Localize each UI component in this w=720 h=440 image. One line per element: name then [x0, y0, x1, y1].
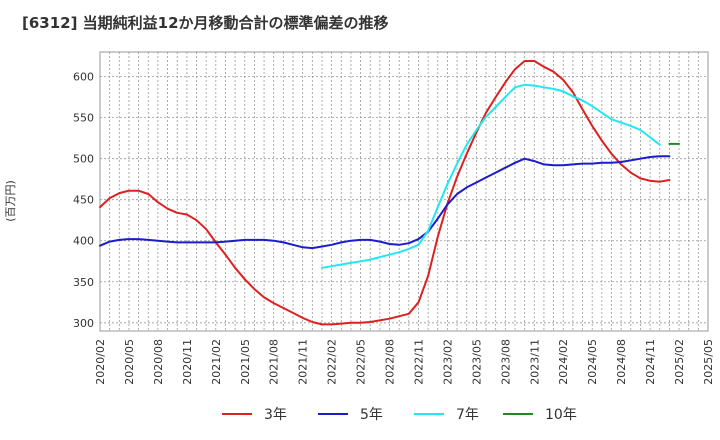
- series-line: [321, 83, 661, 269]
- series-line: [99, 155, 671, 250]
- x-tick-label: 2020/08: [152, 339, 165, 385]
- x-tick-label: 2021/08: [268, 339, 281, 385]
- x-tick-label: 2024/02: [557, 339, 570, 385]
- horizontal-gridlines: [100, 76, 708, 324]
- series-line: [99, 60, 671, 326]
- x-axis-tick-labels: 2020/02 2020/05 2020/08 2020/11 2021/02 2021/…: [94, 339, 715, 385]
- x-tick-label: 2021/05: [239, 339, 252, 385]
- legend-label: 7年: [456, 407, 479, 423]
- x-tick-label: 2022/02: [326, 339, 339, 385]
- x-tick-label: 2025/02: [673, 339, 686, 385]
- x-tick-label: 2022/05: [355, 339, 368, 385]
- x-tick-label: 2022/11: [412, 339, 425, 385]
- y-axis-tick-labels: 300 350 400 450 500 550 600: [73, 71, 94, 330]
- x-tick-label: 2022/08: [384, 339, 397, 385]
- y-tick-label: 350: [73, 276, 94, 289]
- legend-label: 10年: [545, 407, 577, 423]
- x-tick-label: 2024/11: [644, 339, 657, 385]
- x-tick-label: 2024/05: [586, 339, 599, 385]
- x-tick-label: 2020/05: [123, 339, 136, 385]
- legend-label: 3年: [264, 407, 287, 423]
- y-tick-label: 450: [73, 194, 94, 207]
- series-lines: [99, 60, 680, 326]
- x-tick-label: 2020/02: [94, 339, 107, 385]
- x-tick-label: 2025/05: [702, 339, 715, 385]
- x-tick-label: 2024/08: [615, 339, 628, 385]
- y-tick-label: 300: [73, 317, 94, 330]
- legend: 3年 5年 7年 10年: [222, 407, 577, 423]
- y-tick-label: 600: [73, 71, 94, 84]
- chart-title: [6312] 当期純利益12か月移動合計の標準偏差の推移: [22, 14, 389, 32]
- y-axis-title: (百万円): [4, 180, 17, 222]
- x-tick-label: 2020/11: [181, 339, 194, 385]
- x-tick-label: 2021/11: [297, 339, 310, 385]
- plot-area: [99, 51, 709, 332]
- x-tick-label: 2023/02: [441, 339, 454, 385]
- y-tick-label: 550: [73, 112, 94, 125]
- y-tick-label: 500: [73, 153, 94, 166]
- x-tick-label: 2023/08: [499, 339, 512, 385]
- x-tick-label: 2023/05: [470, 339, 483, 385]
- vertical-gridlines: [99, 52, 709, 331]
- legend-label: 5年: [360, 407, 383, 423]
- x-tick-label: 2021/02: [210, 339, 223, 385]
- y-tick-label: 400: [73, 235, 94, 248]
- x-tick-label: 2023/11: [528, 339, 541, 385]
